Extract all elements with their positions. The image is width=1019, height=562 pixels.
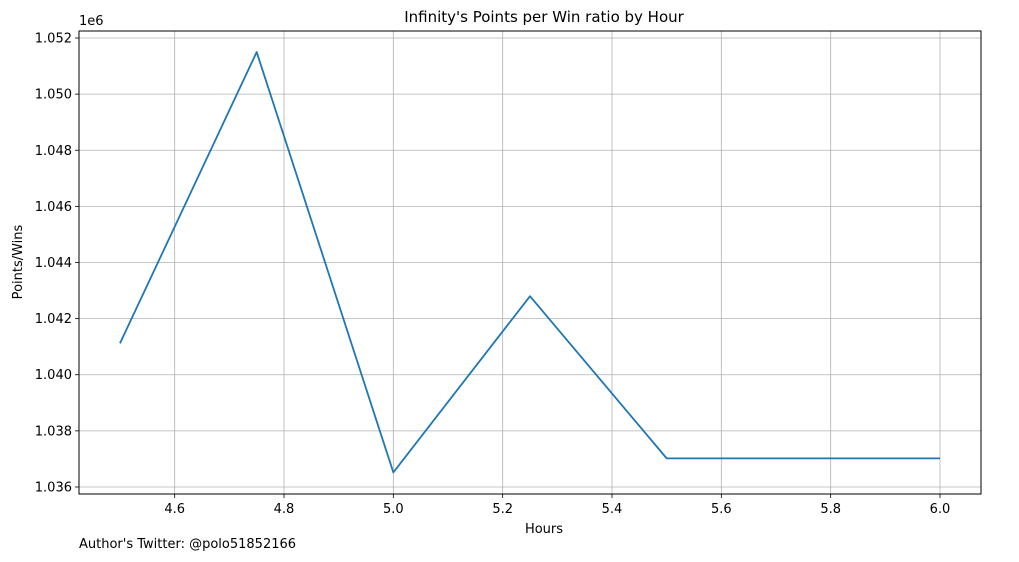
- x-tick-label: 5.2: [492, 502, 513, 517]
- grid: [79, 31, 981, 494]
- x-tick-label: 5.6: [711, 502, 732, 517]
- y-tick-label: 1.050: [35, 88, 72, 103]
- data-point: [255, 51, 258, 54]
- y-tick-label: 1.038: [35, 424, 72, 439]
- author-footer: Author's Twitter: @polo51852166: [79, 537, 297, 552]
- y-tick-label: 1.036: [35, 480, 72, 495]
- series-line: [119, 51, 940, 474]
- y-offset-label: 1e6: [79, 14, 104, 29]
- data-point: [665, 457, 668, 460]
- data-point: [802, 457, 805, 460]
- x-tick-label: 4.8: [274, 502, 295, 517]
- y-axis-label: Points/Wins: [11, 224, 26, 299]
- chart-title: Infinity's Points per Win ratio by Hour: [404, 8, 684, 26]
- y-tick-label: 1.046: [35, 200, 72, 215]
- x-tick-label: 5.0: [383, 502, 404, 517]
- y-tick-label: 1.040: [35, 368, 72, 383]
- x-axis-label: Hours: [525, 522, 563, 537]
- y-tick-label: 1.044: [35, 256, 72, 271]
- data-point: [529, 295, 532, 298]
- series-layer: [119, 51, 942, 474]
- x-tick-label: 6.0: [930, 502, 951, 517]
- data-point: [939, 457, 942, 460]
- y-tick-label: 1.048: [35, 144, 72, 159]
- y-tick-label: 1.052: [35, 32, 72, 47]
- x-tick-label: 5.4: [602, 502, 623, 517]
- x-tick-label: 5.8: [820, 502, 841, 517]
- x-tick-label: 4.6: [164, 502, 185, 517]
- ticks: 4.6 4.8 5.0 5.2 5.4 5.6 5.8 6.0 1.036 1.038 1.040 1…: [35, 32, 951, 517]
- y-tick-label: 1.042: [35, 312, 72, 327]
- data-point: [119, 342, 122, 345]
- data-point: [392, 471, 395, 474]
